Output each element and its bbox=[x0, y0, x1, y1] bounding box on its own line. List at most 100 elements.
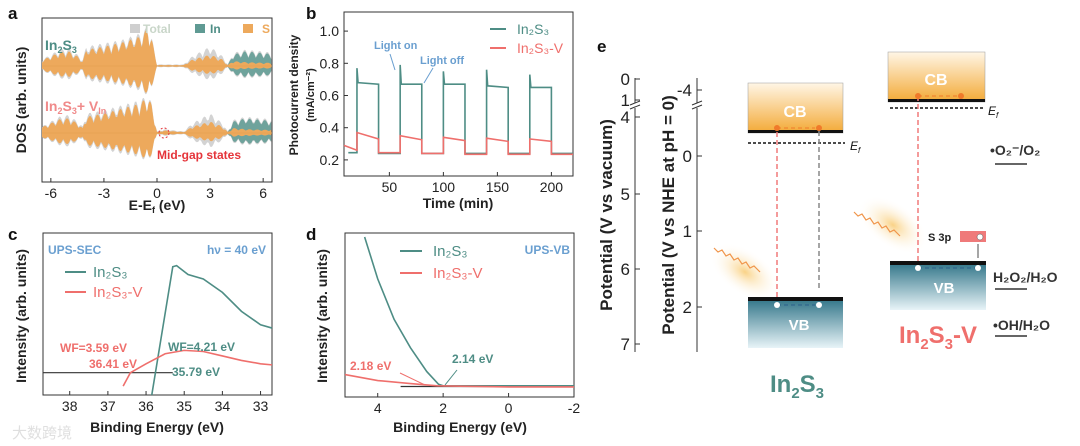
hole bbox=[774, 302, 780, 308]
x-tick-label: 50 bbox=[382, 179, 398, 195]
hole bbox=[915, 265, 921, 271]
title-ups-vb: UPS-VB bbox=[525, 243, 571, 257]
legend-in2s3: In₂S₃ bbox=[93, 264, 127, 281]
legend-s: S bbox=[262, 22, 270, 36]
x-tick-label: 100 bbox=[432, 179, 456, 195]
band-in2s3-v: CB Ef VB S 3p In2S3-V bbox=[887, 51, 999, 353]
vb-label: VB bbox=[789, 317, 810, 334]
photon-wave-icon bbox=[713, 247, 761, 273]
hole bbox=[976, 233, 984, 241]
arrow-light-off bbox=[423, 67, 434, 84]
cutoff-in2s3: 35.79 eV bbox=[172, 365, 220, 379]
legend-total: Total bbox=[143, 22, 171, 36]
axis-break bbox=[693, 103, 701, 108]
nhe-tick-label: 1 bbox=[683, 222, 692, 241]
photon-energy-label: hν = 40 eV bbox=[207, 243, 266, 257]
legend-in2s3: In₂S₃ bbox=[433, 243, 467, 260]
cb-edge bbox=[748, 130, 843, 133]
electron bbox=[958, 93, 964, 99]
panel-e-band-diagram: Potential (V vs vacuum) Potential (V vs … bbox=[597, 51, 1058, 402]
hole bbox=[816, 302, 822, 308]
x-tick-label: 38 bbox=[62, 398, 78, 414]
nhe-tick-label: -4 bbox=[677, 81, 692, 100]
x-axis-title: Time (min) bbox=[423, 195, 494, 211]
x-tick-label: 4 bbox=[374, 400, 382, 416]
x-tick-label: 6 bbox=[259, 185, 267, 201]
vb-edge bbox=[890, 261, 986, 265]
x-tick-label: 37 bbox=[100, 398, 116, 414]
x-tick-label: 36 bbox=[138, 398, 154, 414]
legend-in2s3-v: In₂S₃-V bbox=[93, 284, 142, 301]
series-line-in2s3 bbox=[150, 264, 273, 396]
series-label-in2s3-vin: In2S3+ VIn bbox=[45, 98, 106, 116]
plot-frame bbox=[344, 232, 575, 398]
title-ups-sec: UPS-SEC bbox=[48, 243, 102, 257]
electron bbox=[774, 125, 780, 131]
material-label-in2s3-v: In2S3-V bbox=[899, 322, 977, 353]
panel-label-e: e bbox=[597, 37, 606, 56]
vb-edge bbox=[748, 297, 843, 301]
y-axis-title: Intensity (arb. units) bbox=[13, 249, 29, 383]
conduction-band bbox=[747, 82, 844, 134]
y-axis-title-line1: Photocurrent density bbox=[287, 34, 301, 155]
x-tick-label: 0 bbox=[153, 185, 161, 201]
panel-b-photocurrent: 50 100 150 200 0.2 0.4 0.6 0.8 1.0 In₂S₃ In₂S₃-V… bbox=[287, 11, 574, 211]
dos-s-area bbox=[42, 100, 272, 158]
panel-label-c: c bbox=[8, 225, 17, 244]
electron bbox=[816, 125, 822, 131]
cb-label: CB bbox=[924, 72, 947, 89]
legend-in2s3-v: In₂S₃-V bbox=[433, 265, 482, 282]
panel-a-dos: -6 -3 0 3 6 Total In S In2S3 In2S3+ VIn Mid-… bbox=[13, 17, 273, 215]
plot-frame bbox=[343, 11, 574, 177]
panel-c-ups-sec: 38 37 36 35 34 33 UPS-SEC hν = 40 eV In₂S₃ In… bbox=[12, 232, 273, 442]
nhe-tick-label: 0 bbox=[683, 147, 692, 166]
mid-gap-marker bbox=[158, 127, 170, 139]
series-line-in2s3-v bbox=[122, 349, 273, 387]
series-label-in2s3: In2S3 bbox=[45, 37, 77, 55]
mid-gap-annotation: Mid-gap states bbox=[157, 148, 241, 162]
vacuum-tick-label: 5 bbox=[621, 185, 630, 204]
vb-edge-in2s3: 2.14 eV bbox=[452, 352, 493, 366]
y-tick-label: 0.4 bbox=[320, 120, 340, 136]
dos-s-area bbox=[42, 30, 272, 93]
y-axis-title: DOS (arb. units) bbox=[13, 47, 29, 154]
legend-swatch-total bbox=[130, 24, 140, 33]
vacuum-tick-label: 6 bbox=[621, 260, 630, 279]
y-tick-label: 1.0 bbox=[320, 23, 340, 39]
x-tick-label: 150 bbox=[486, 179, 510, 195]
axis-break-mark bbox=[629, 104, 641, 110]
cutoff-in2s3-v: 36.41 eV bbox=[89, 357, 137, 371]
x-tick-label: -2 bbox=[568, 400, 581, 416]
x-tick-label: 34 bbox=[215, 398, 231, 414]
cb-edge bbox=[888, 99, 985, 102]
plot-frame bbox=[42, 232, 273, 396]
panel-label-b: b bbox=[306, 4, 316, 23]
x-axis-title: E-Ef (eV) bbox=[129, 197, 186, 215]
valence-band bbox=[890, 261, 986, 310]
y-axis-title: Intensity (arb. units) bbox=[314, 249, 330, 383]
y-axis-title-line2: (mA/cm⁻²) bbox=[305, 68, 317, 122]
light-glow bbox=[709, 242, 781, 302]
legend-swatch-s bbox=[243, 24, 253, 33]
fermi-label: Ef bbox=[850, 139, 861, 155]
arrow-2-14 bbox=[444, 369, 458, 386]
vacuum-tick-label: 4 bbox=[621, 108, 630, 127]
conduction-band bbox=[887, 51, 986, 103]
fermi-label: Ef bbox=[988, 104, 999, 120]
wf-in2s3: WF=4.21 eV bbox=[168, 340, 235, 354]
s3p-label: S 3p bbox=[928, 232, 952, 244]
vb-edge-in2s3-v: 2.18 eV bbox=[350, 359, 391, 373]
legend-in: In bbox=[210, 22, 221, 36]
x-tick-label: 35 bbox=[176, 398, 192, 414]
panel-d-ups-vb: 4 2 0 -2 UPS-VB In₂S₃ In₂S₃-V 2.18 eV 2.14 … bbox=[314, 232, 581, 435]
annotation-light-off: Light off bbox=[420, 55, 464, 67]
legend-in2s3: In₂S₃ bbox=[517, 21, 549, 37]
axis-break-mark bbox=[691, 104, 703, 110]
vacuum-tick-label: 0 bbox=[621, 70, 630, 89]
y-tick-label: 0.8 bbox=[320, 55, 340, 71]
hole bbox=[975, 265, 981, 271]
y-tick-label: 0.6 bbox=[320, 88, 340, 104]
vacuum-tick-label: 7 bbox=[621, 335, 630, 354]
y-axis-title-vacuum: Potential (V vs vacuum) bbox=[597, 119, 616, 311]
